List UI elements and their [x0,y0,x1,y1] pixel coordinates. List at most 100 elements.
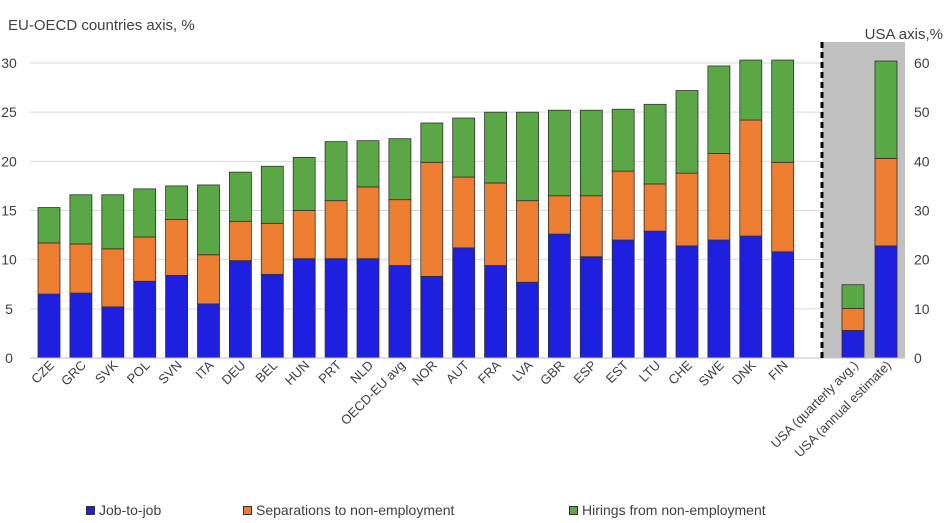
x-tick-label-fin: FIN [765,358,790,383]
bar-grc-hirings-from-non-employment [69,194,93,245]
legend-swatch-job-to-job [86,505,95,515]
left-tick-label: 25 [1,104,17,120]
bar-lva-hirings-from-non-employment [516,111,539,202]
bar-swe-separations-to-non-employment [707,153,731,241]
x-tick-label-ita: ITA [192,357,216,381]
right-tick-label: 40 [914,153,930,169]
left-tick-label: 30 [1,55,17,71]
x-tick-label-fra: FRA [475,357,504,386]
legend-item-hirings: Hirings from non-employment [569,502,766,518]
bar-deu-job-to-job [228,260,252,359]
bar-nld-hirings-from-non-employment [356,140,380,188]
x-tick-label-nor: NOR [409,358,440,389]
bar-hun-separations-to-non-employment [292,210,316,260]
x-tick-label-svn: SVN [155,358,185,388]
bar-oecd-eu-avg-separations-to-non-employment [388,199,412,266]
bar-che-job-to-job [675,245,699,359]
bar-fin-separations-to-non-employment [771,161,795,253]
legend-swatch-separations [243,505,252,515]
bar-aut-hirings-from-non-employment [452,117,476,178]
bar-lva-job-to-job [516,281,539,359]
bar-svk-hirings-from-non-employment [101,194,125,250]
x-tick-label-est: EST [603,357,632,386]
right-tick-label: 30 [914,203,930,219]
right-tick-label: 0 [914,350,922,366]
bar-svk-job-to-job [101,306,125,359]
bar-ltu-job-to-job [643,230,667,359]
bar-prt-job-to-job [324,258,348,359]
bar-svn-job-to-job [165,274,189,359]
x-tick-label-gbr: GBR [537,358,568,389]
x-tick-label-aut: AUT [443,357,472,386]
bar-lva-separations-to-non-employment [516,200,539,283]
x-tick-label-esp: ESP [570,358,599,387]
bar-swe-job-to-job [707,239,731,359]
x-tick-label-lva: LVA [509,357,536,384]
bar-grc-separations-to-non-employment [69,243,93,294]
bar-che-hirings-from-non-employment [675,90,699,174]
bar-est-hirings-from-non-employment [611,108,635,172]
bar-nor-hirings-from-non-employment [420,122,444,163]
bar-gbr-hirings-from-non-employment [548,109,571,197]
x-tick-label-grc: GRC [58,358,89,389]
bar-ltu-hirings-from-non-employment [643,103,667,185]
bar-ita-separations-to-non-employment [197,254,220,305]
x-tick-label-pol: POL [124,358,153,387]
bar-dnk-job-to-job [739,235,763,359]
bar-fin-job-to-job [771,251,795,359]
bar-dnk-hirings-from-non-employment [739,59,763,121]
bar-bel-hirings-from-non-employment [260,165,284,224]
bar-oecd-eu-avg-job-to-job [388,265,412,359]
bar-gbr-separations-to-non-employment [548,195,571,235]
bar-esp-separations-to-non-employment [579,195,603,258]
bar-dnk-separations-to-non-employment [739,119,763,237]
legend-label-hirings: Hirings from non-employment [582,502,766,518]
bar-hun-job-to-job [292,258,316,359]
usa-bar-usa-annual-estimate-hirings-from-non-employment [874,60,898,159]
legend-swatch-hirings [569,505,578,515]
right-tick-label: 50 [914,104,930,120]
bar-ita-job-to-job [197,303,220,359]
bar-fin-hirings-from-non-employment [771,59,795,163]
bar-svk-separations-to-non-employment [101,248,125,308]
right-tick-label: 10 [914,301,930,317]
bar-nld-job-to-job [356,258,380,359]
x-tick-label-hun: HUN [282,358,313,389]
x-tick-label-svk: SVK [92,357,121,386]
bar-nor-separations-to-non-employment [420,161,444,277]
bar-fra-job-to-job [484,265,508,359]
bars [37,59,898,359]
x-tick-label-bel: BEL [252,358,280,386]
x-tick-label-cze: CZE [28,357,57,386]
legend-label-job-to-job: Job-to-job [99,502,162,518]
bar-pol-job-to-job [133,280,157,359]
bar-fra-hirings-from-non-employment [484,111,508,184]
bar-nor-job-to-job [420,275,444,359]
bar-deu-hirings-from-non-employment [228,171,252,222]
x-tick-label-che: CHE [665,357,695,387]
bar-cze-separations-to-non-employment [37,242,61,295]
bar-est-job-to-job [611,239,635,359]
legend-item-job-to-job: Job-to-job [86,502,161,518]
right-axis-title: USA axis,% [865,26,943,43]
usa-bar-usa-quarterly-avg-job-to-job [841,330,865,359]
bar-swe-hirings-from-non-employment [707,65,731,154]
right-tick-label: 60 [914,55,930,71]
bar-gbr-job-to-job [548,233,571,359]
bar-aut-separations-to-non-employment [452,176,476,249]
bar-cze-hirings-from-non-employment [37,207,61,244]
bar-che-separations-to-non-employment [675,172,699,247]
bar-deu-separations-to-non-employment [228,220,252,262]
left-tick-label: 15 [1,203,17,219]
x-tick-label-prt: PRT [315,357,344,386]
left-tick-label: 20 [1,153,17,169]
bar-est-separations-to-non-employment [611,170,635,241]
left-tick-label: 10 [1,252,17,268]
bar-nld-separations-to-non-employment [356,186,380,260]
bar-prt-hirings-from-non-employment [324,141,348,202]
bar-fra-separations-to-non-employment [484,182,508,266]
x-tick-label-ltu: LTU [636,358,663,385]
bar-grc-job-to-job [69,292,93,359]
legend: Job-to-job Separations to non-employment… [0,502,949,522]
x-tick-label-deu: DEU [219,358,249,388]
